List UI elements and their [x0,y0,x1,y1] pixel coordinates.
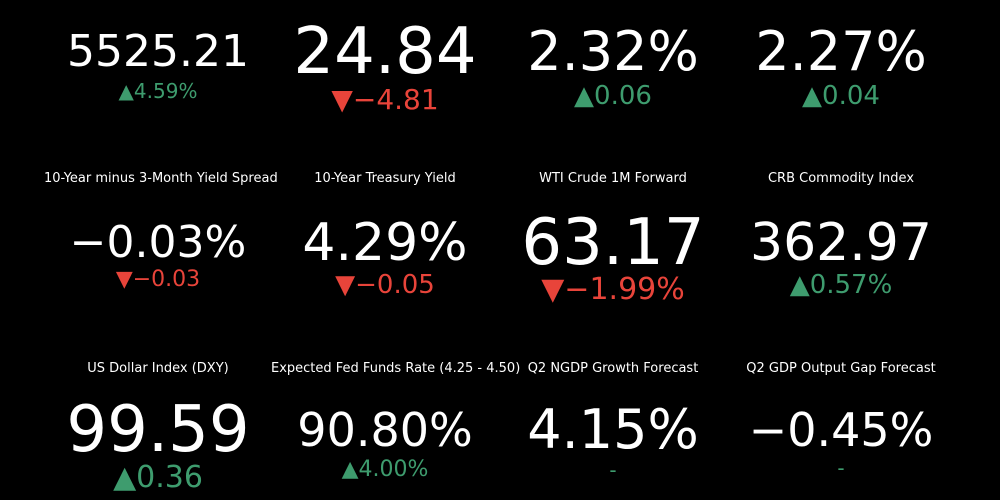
tile-value: 4.15% [527,398,699,461]
tile-value: 362.97 [750,213,932,273]
tile-label: Q2 GDP Output Gap Forecast [746,360,936,376]
tile-change: ▼−1.99% [541,272,685,307]
tile-label: Expected Fed Funds Rate (4.25 - 4.50) [271,360,521,376]
tile-value: 90.80% [297,403,473,457]
tile-change: - [837,456,845,480]
tile-label: WTI Crude 1M Forward [539,170,687,186]
tile-change: ▲4.59% [118,79,198,103]
tile-value: 2.32% [527,20,699,83]
tile-value: 2.27% [755,20,927,83]
tile-change: ▼−4.81 [331,83,439,116]
tile-change: - [609,458,617,482]
tile-value: 24.84 [293,15,477,89]
tile-change: ▲0.57% [789,270,893,300]
tile-change: ▲0.06 [574,81,652,111]
tile-value: 5525.21 [67,26,249,77]
tile-change: ▼−0.05 [335,270,435,300]
tile-label: 10-Year Treasury Yield [314,170,456,186]
tile-label: CRB Commodity Index [767,170,915,186]
tile-value: −0.45% [748,403,934,457]
tile-value: 4.29% [302,213,468,273]
tile-change: ▲4.00% [341,457,429,482]
tile-value: 63.17 [521,206,705,280]
tile-value: 99.59 [66,393,250,467]
tile-change: ▼−0.03 [115,267,201,292]
tile-label: US Dollar Index (DXY) [87,360,229,376]
tile-label: 10-Year minus 3-Month Yield Spread [44,170,278,186]
tile-label: Q2 NGDP Growth Forecast [527,360,699,376]
tile-value: −0.03% [69,217,247,268]
tile-change: ▲0.36 [113,460,203,495]
tile-change: ▲0.04 [802,81,880,111]
